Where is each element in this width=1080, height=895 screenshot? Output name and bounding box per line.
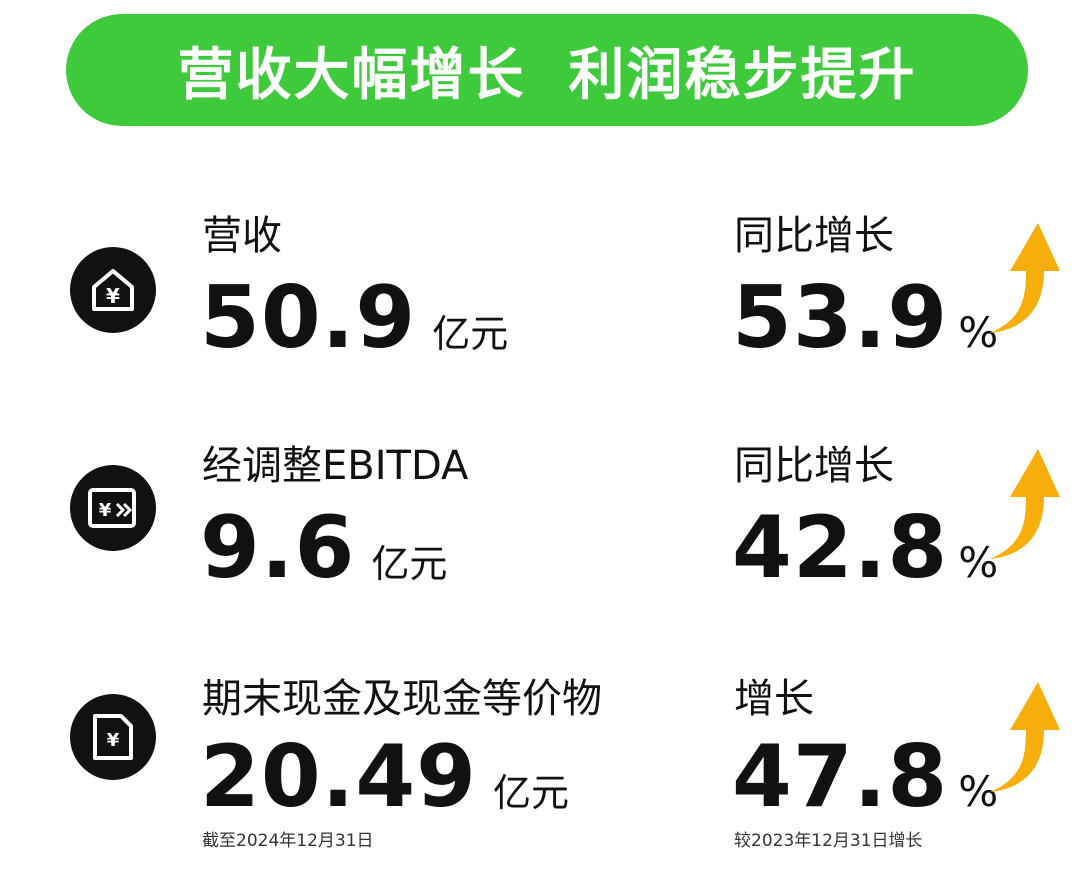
metric-row-cash: ¥ 期末现金及现金等价物 20.49 亿元 增长 47.8 % 截至2024年1… bbox=[0, 658, 1080, 858]
growth-value: 53.9 bbox=[732, 268, 949, 368]
metric-label: 期末现金及现金等价物 bbox=[202, 676, 602, 722]
growth-value: 42.8 bbox=[732, 498, 949, 598]
growth-value-group: 53.9 % bbox=[732, 275, 998, 361]
growth-value-group: 47.8 % bbox=[732, 734, 998, 820]
growth-value: 47.8 bbox=[732, 727, 949, 827]
metric-unit: 亿元 bbox=[432, 312, 509, 356]
house-yen-icon: ¥ bbox=[70, 247, 156, 333]
up-arrow-icon bbox=[990, 449, 1060, 559]
card-yen-arrow-icon: ¥ bbox=[70, 465, 156, 551]
metric-value: 20.49 bbox=[200, 727, 478, 827]
metric-unit: 亿元 bbox=[493, 771, 570, 815]
growth-label: 同比增长 bbox=[734, 443, 894, 489]
metric-value-group: 9.6 亿元 bbox=[200, 505, 447, 591]
metric-value-group: 50.9 亿元 bbox=[200, 275, 508, 361]
growth-value-group: 42.8 % bbox=[732, 505, 998, 591]
date-note: 截至2024年12月31日 bbox=[202, 831, 374, 851]
metric-label: 经调整EBITDA bbox=[202, 443, 469, 489]
svg-text:¥: ¥ bbox=[107, 730, 120, 751]
banner-title: 营收大幅增长 利润稳步提升 bbox=[177, 42, 917, 108]
comparison-note: 较2023年12月31日增长 bbox=[734, 831, 923, 851]
metric-unit: 亿元 bbox=[371, 542, 448, 586]
metric-value: 50.9 bbox=[200, 268, 417, 368]
metric-row-revenue: ¥ 营收 50.9 亿元 同比增长 53.9 % bbox=[0, 195, 1080, 395]
up-arrow-icon bbox=[990, 682, 1060, 792]
sim-card-yen-icon: ¥ bbox=[70, 694, 156, 780]
growth-label: 同比增长 bbox=[734, 213, 894, 259]
metric-value: 9.6 bbox=[200, 498, 356, 598]
svg-text:¥: ¥ bbox=[99, 500, 112, 521]
growth-unit: % bbox=[958, 538, 999, 587]
up-arrow-icon bbox=[990, 223, 1060, 333]
svg-text:¥: ¥ bbox=[106, 284, 120, 308]
metric-label: 营收 bbox=[202, 213, 282, 259]
title-banner: 营收大幅增长 利润稳步提升 bbox=[66, 14, 1028, 126]
metric-row-ebitda: ¥ 经调整EBITDA 9.6 亿元 同比增长 42.8 % bbox=[0, 425, 1080, 625]
metric-value-group: 20.49 亿元 bbox=[200, 734, 569, 820]
growth-label: 增长 bbox=[734, 676, 814, 722]
